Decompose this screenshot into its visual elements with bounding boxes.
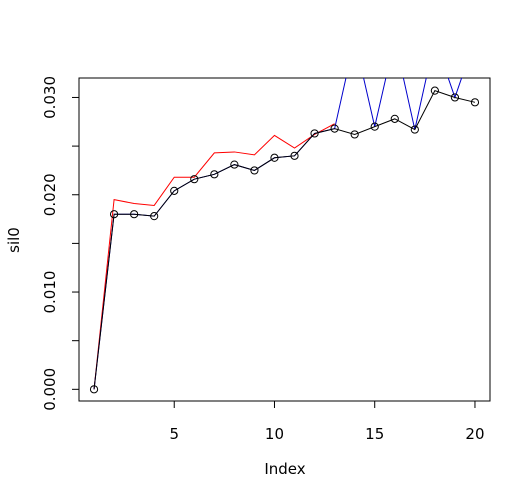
data-point xyxy=(130,210,139,219)
data-point xyxy=(350,130,359,139)
data-point xyxy=(330,124,339,133)
data-point xyxy=(310,129,319,138)
series-layer xyxy=(89,78,480,394)
plot-frame xyxy=(78,77,491,402)
data-point xyxy=(109,210,119,219)
y-tick-label: 0.020 xyxy=(41,173,59,216)
data-point xyxy=(150,212,159,221)
y-axis: 0.000 0.010 0.020 0.030 xyxy=(41,76,80,411)
data-point xyxy=(470,98,480,107)
y-tick-label: 0.010 xyxy=(41,271,59,314)
data-point xyxy=(170,186,179,195)
data-point xyxy=(290,151,299,160)
series-line-1 xyxy=(93,123,335,390)
data-point xyxy=(210,170,219,179)
data-point xyxy=(89,385,99,394)
x-tick-label: 20 xyxy=(465,425,484,443)
data-point xyxy=(450,93,460,102)
y-tick-label: 0.030 xyxy=(41,76,59,119)
data-point xyxy=(430,86,439,95)
data-point xyxy=(230,160,239,169)
data-point xyxy=(390,114,399,123)
data-point xyxy=(270,153,279,162)
y-axis-title: sil0 xyxy=(5,227,23,253)
data-point xyxy=(190,175,199,184)
x-axis-title: Index xyxy=(264,460,305,478)
data-point xyxy=(410,125,419,134)
data-point xyxy=(250,166,259,175)
data-point xyxy=(370,122,379,131)
x-tick-label: 15 xyxy=(365,425,384,443)
series-line-3 xyxy=(93,90,476,390)
x-tick-label: 5 xyxy=(169,425,179,443)
x-axis: 5 10 15 20 xyxy=(169,400,485,443)
y-tick-label: 0.000 xyxy=(41,368,59,411)
x-tick-label: 10 xyxy=(265,425,284,443)
